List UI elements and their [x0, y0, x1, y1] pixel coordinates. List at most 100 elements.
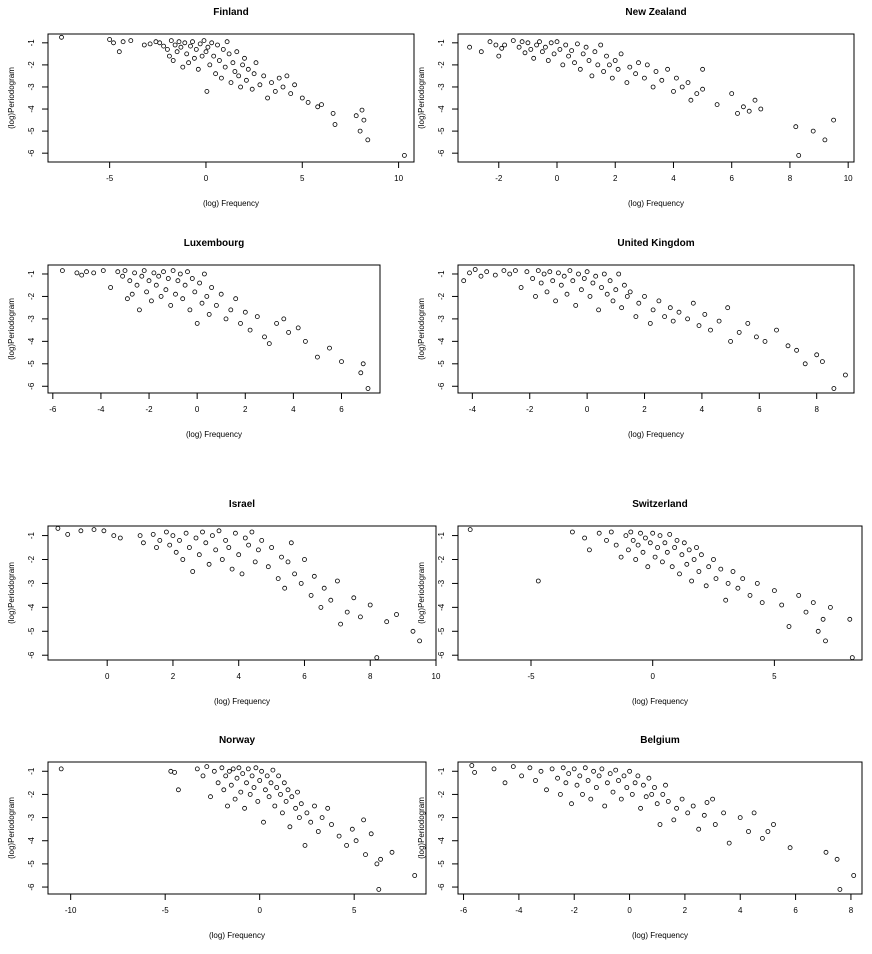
- data-point: [288, 91, 294, 96]
- data-point: [336, 833, 342, 839]
- data-point: [581, 276, 587, 281]
- data-point: [302, 557, 307, 562]
- x-tick-label: 6: [757, 405, 762, 414]
- data-point: [652, 554, 658, 560]
- data-point: [815, 628, 821, 634]
- data-point: [828, 605, 833, 610]
- data-point: [593, 273, 599, 279]
- data-point: [374, 655, 380, 660]
- x-tick-label: 0: [650, 672, 655, 681]
- data-point: [566, 771, 572, 776]
- data-point: [141, 268, 147, 274]
- data-point: [676, 309, 682, 315]
- data-point: [91, 270, 97, 276]
- data-point: [541, 271, 547, 277]
- data-point: [619, 305, 624, 311]
- y-tick-label: -4: [437, 837, 446, 845]
- axis-ticks: -6 -4 -2 0 2 4 6 8 -1 -2 -3 -4 -5 -6: [437, 767, 854, 915]
- y-tick-label: -5: [27, 627, 36, 635]
- data-point: [218, 75, 224, 81]
- data-point: [657, 533, 663, 538]
- data-point: [213, 71, 219, 77]
- data-point: [193, 47, 199, 52]
- data-point: [699, 552, 704, 558]
- data-point: [190, 39, 195, 45]
- data-point: [195, 66, 201, 72]
- data-point: [633, 557, 639, 562]
- data-point: [311, 573, 317, 579]
- data-point: [276, 75, 282, 81]
- data-point: [472, 770, 478, 775]
- y-tick-label: -6: [27, 149, 36, 157]
- data-points: [469, 763, 857, 892]
- data-point: [643, 535, 648, 541]
- data-point: [281, 316, 287, 322]
- y-tick-label: -2: [437, 61, 446, 69]
- data-point: [587, 293, 593, 299]
- data-point: [228, 80, 234, 85]
- data-point: [262, 787, 268, 793]
- data-point: [191, 55, 197, 61]
- data-point: [209, 285, 215, 290]
- data-point: [245, 66, 251, 72]
- data-point: [531, 55, 537, 61]
- data-point: [671, 817, 677, 823]
- y-tick-label: -6: [437, 382, 446, 390]
- data-point: [616, 271, 622, 277]
- data-point: [201, 38, 207, 43]
- data-point: [496, 53, 502, 59]
- data-point: [285, 787, 291, 793]
- data-point: [253, 765, 259, 771]
- data-point: [534, 42, 539, 48]
- data-point: [185, 269, 190, 275]
- data-point: [604, 291, 610, 297]
- data-point: [266, 794, 272, 800]
- x-axis-label: (log) Frequency: [632, 697, 688, 706]
- data-point: [177, 538, 182, 543]
- data-point: [691, 557, 697, 562]
- x-tick-label: 0: [195, 405, 200, 414]
- data-point: [785, 343, 791, 349]
- data-point: [679, 552, 685, 558]
- x-tick-label: 8: [788, 174, 793, 183]
- data-point: [206, 311, 212, 317]
- data-point: [153, 39, 159, 45]
- data-point: [234, 775, 240, 781]
- y-tick-label: -6: [437, 651, 446, 659]
- data-point: [656, 298, 662, 304]
- x-tick-label: 0: [204, 174, 209, 183]
- data-point: [161, 43, 167, 49]
- data-point: [629, 792, 635, 797]
- data-point: [803, 609, 809, 615]
- data-point: [272, 89, 278, 94]
- data-point: [265, 95, 271, 101]
- x-tick-label: -5: [162, 906, 170, 915]
- data-points: [461, 267, 848, 391]
- data-point: [596, 773, 602, 779]
- data-point: [188, 43, 193, 49]
- data-point: [624, 785, 630, 790]
- data-point: [674, 538, 680, 543]
- data-point: [136, 307, 142, 313]
- data-point: [555, 775, 560, 781]
- data-point: [274, 320, 280, 326]
- data-point: [585, 778, 591, 783]
- data-point: [607, 62, 612, 68]
- data-point: [193, 535, 199, 541]
- data-point: [299, 95, 305, 101]
- data-point: [332, 122, 338, 127]
- y-tick-label: -5: [437, 860, 446, 868]
- data-point: [242, 805, 248, 811]
- data-point: [787, 845, 793, 851]
- data-point: [205, 44, 211, 50]
- data-point: [601, 271, 607, 277]
- data-point: [84, 269, 89, 275]
- x-tick-label: -4: [97, 405, 105, 414]
- data-point: [129, 291, 135, 297]
- data-point: [140, 540, 146, 546]
- data-point: [618, 796, 624, 802]
- data-point: [344, 609, 350, 615]
- y-tick-label: -1: [437, 767, 446, 775]
- scatter-panel-new-zealand: New Zealand (log) Frequency (log)Periodo…: [417, 7, 855, 208]
- data-point: [655, 545, 660, 550]
